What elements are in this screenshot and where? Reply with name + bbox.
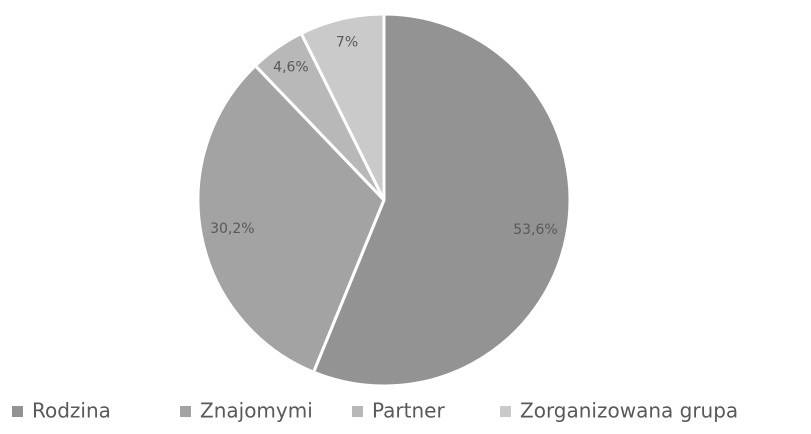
legend-swatch — [500, 406, 511, 417]
legend-swatch — [180, 406, 191, 417]
legend-swatch — [352, 406, 363, 417]
data-label: 30,2% — [210, 221, 254, 237]
legend-label: Partner — [372, 399, 445, 423]
legend-swatch — [12, 406, 23, 417]
data-label: 4,6% — [273, 60, 309, 76]
data-label: 53,6% — [513, 222, 557, 238]
pie-slice — [311, 12, 572, 388]
legend-label: Zorganizowana grupa — [520, 399, 738, 423]
legend-label: Znajomymi — [200, 399, 313, 423]
pie-slice — [299, 12, 386, 201]
data-label: 7% — [336, 34, 358, 50]
legend-label: Rodzina — [32, 399, 111, 423]
pie-slice — [196, 63, 386, 375]
